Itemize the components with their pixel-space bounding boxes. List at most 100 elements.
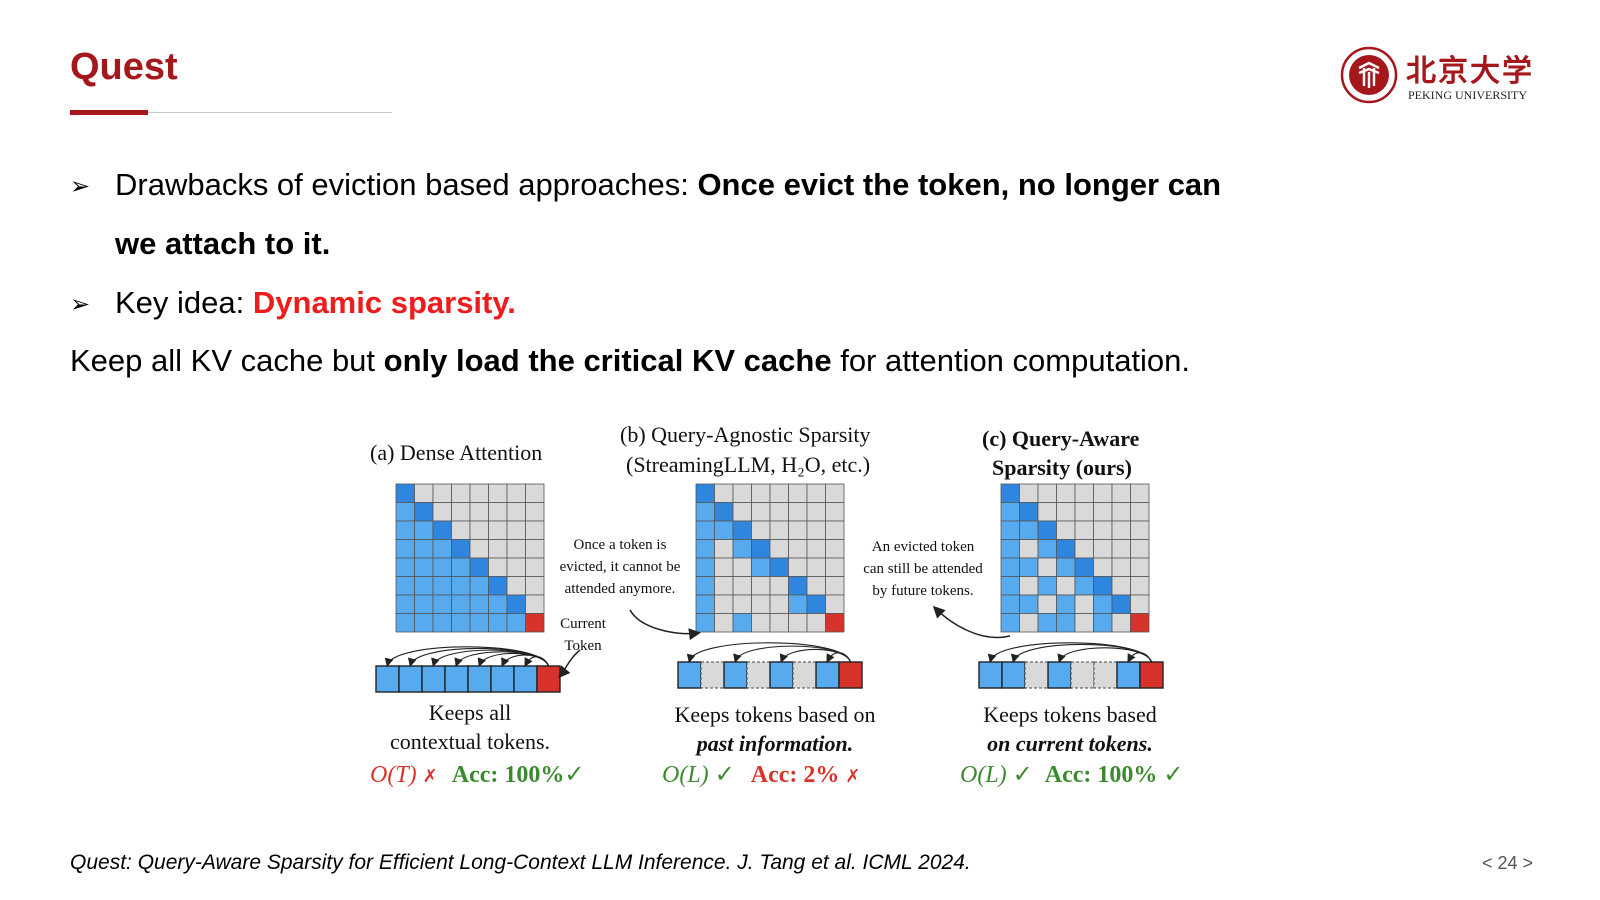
matrix-cell (1130, 576, 1150, 596)
matrix-cell (488, 613, 508, 633)
matrix-cell (1019, 557, 1039, 577)
matrix-cell (506, 594, 526, 614)
matrix-cell (432, 502, 452, 522)
kv-token (769, 661, 794, 689)
matrix-cell (1111, 502, 1131, 522)
matrix-cell (506, 483, 526, 503)
slide-title: Quest (70, 46, 178, 88)
matrix-cell (432, 576, 452, 596)
matrix-cell (1111, 539, 1131, 559)
matrix-cell (414, 539, 434, 559)
kv-token (1070, 661, 1095, 689)
panel-b-metrics: O(L) ✓ Acc: 2% ✗ (662, 762, 861, 788)
matrix-cell (825, 502, 845, 522)
matrix-cell (1130, 483, 1150, 503)
matrix-cell (1000, 502, 1020, 522)
matrix-cell (1037, 483, 1057, 503)
matrix-cell (751, 576, 771, 596)
matrix-cell (695, 557, 715, 577)
matrix-cell (525, 557, 545, 577)
matrix-cell (395, 576, 415, 596)
matrix-cell (1037, 576, 1057, 596)
university-logo: 北京大学 PEKING UNIVERSITY (1340, 44, 1540, 108)
matrix-cell (1074, 576, 1094, 596)
matrix-cell (825, 576, 845, 596)
matrix-cell (1019, 594, 1039, 614)
matrix-cell (469, 520, 489, 540)
matrix-cell (451, 557, 471, 577)
matrix-cell (825, 594, 845, 614)
page-number: < 24 > (1482, 853, 1534, 873)
evicted-note-b-arrow (629, 609, 701, 641)
matrix-cell (488, 576, 508, 596)
matrix-cell (506, 539, 526, 559)
attention-arc (408, 647, 550, 668)
matrix-cell (1074, 557, 1094, 577)
matrix-cell (825, 539, 845, 559)
matrix-cell (414, 502, 434, 522)
kv-token (1024, 661, 1049, 689)
matrix-cell (488, 483, 508, 503)
matrix-cell (806, 557, 826, 577)
matrix-cell (1093, 539, 1113, 559)
matrix-cell (488, 539, 508, 559)
attention-arc (524, 656, 549, 667)
kv-token-row-c (978, 661, 1164, 689)
matrix-cell (488, 557, 508, 577)
matrix-cell (1093, 483, 1113, 503)
matrix-cell (769, 520, 789, 540)
matrix-cell (788, 557, 808, 577)
matrix-cell (432, 557, 452, 577)
panel-c-title-line1: (c) Query-Aware (982, 426, 1140, 451)
matrix-cell (1093, 502, 1113, 522)
matrix-cell (432, 613, 452, 633)
key-statement: Keep all KV cache but only load the crit… (70, 341, 1190, 381)
matrix-cell (1000, 594, 1020, 614)
matrix-cell (1000, 539, 1020, 559)
matrix-cell (395, 483, 415, 503)
matrix-cell (1093, 576, 1113, 596)
kv-token (815, 661, 840, 689)
key-statement-emphasis: only load the critical KV cache (383, 343, 832, 378)
matrix-cell (732, 539, 752, 559)
matrix-cell (806, 576, 826, 596)
matrix-cell (488, 502, 508, 522)
matrix-cell (1019, 539, 1039, 559)
matrix-cell (1111, 520, 1131, 540)
matrix-cell (1056, 557, 1076, 577)
matrix-cell (1037, 613, 1057, 633)
matrix-cell (414, 520, 434, 540)
matrix-cell (714, 557, 734, 577)
matrix-cell (1019, 613, 1039, 633)
matrix-cell (751, 594, 771, 614)
matrix-cell (1111, 483, 1131, 503)
matrix-cell (806, 594, 826, 614)
matrix-cell (451, 613, 471, 633)
matrix-cell (1074, 613, 1094, 633)
matrix-cell (469, 613, 489, 633)
panel-c-caption: Keeps tokens based on current tokens. (983, 702, 1157, 756)
matrix-cell (414, 594, 434, 614)
matrix-cell (714, 483, 734, 503)
matrix-cell (732, 483, 752, 503)
figure-graphics (375, 483, 1164, 693)
matrix-cell (395, 520, 415, 540)
matrix-cell (395, 539, 415, 559)
matrix-cell (469, 557, 489, 577)
matrix-cell (506, 576, 526, 596)
matrix-cell (432, 520, 452, 540)
kv-token (677, 661, 702, 689)
kv-token-row-b (677, 661, 863, 689)
matrix-cell (806, 539, 826, 559)
kv-token (421, 665, 446, 693)
quest-comparison-figure: (a) Dense Attention (b) Query-Agnostic S… (370, 418, 1250, 818)
key-statement-prefix: Keep all KV cache but (70, 343, 384, 378)
kv-token (536, 665, 561, 693)
matrix-cell (1000, 576, 1020, 596)
matrix-cell (506, 520, 526, 540)
matrix-cell (1130, 520, 1150, 540)
matrix-cell (825, 557, 845, 577)
matrix-cell (714, 576, 734, 596)
matrix-cell (732, 594, 752, 614)
title-accent-bar (70, 110, 148, 115)
